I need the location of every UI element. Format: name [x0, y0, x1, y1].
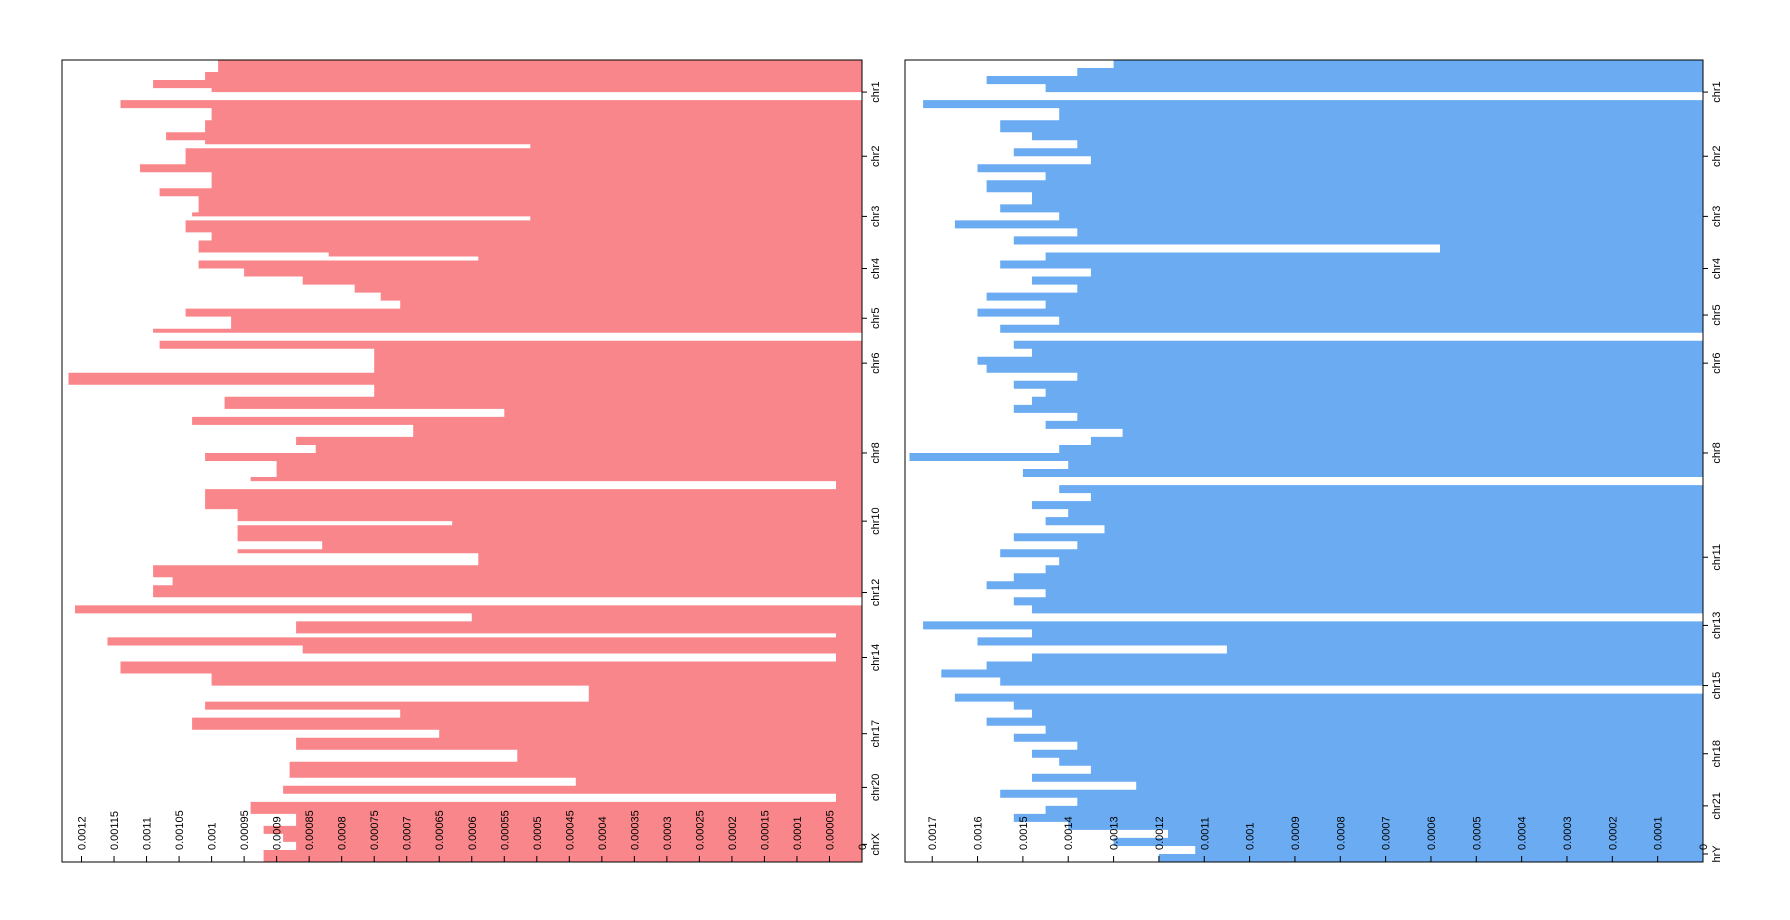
value-tick-label: 0.0008: [337, 816, 349, 850]
value-tick-label: 0.0002: [727, 816, 739, 850]
plot-frame: [61, 59, 863, 863]
value-tick-label: 0.00075: [369, 810, 381, 850]
chrom-label: chr6: [870, 352, 882, 373]
value-tick-label: 0.0003: [662, 816, 674, 850]
value-tick-label: 0.0009: [1290, 816, 1302, 850]
value-tick-label: 0.00095: [239, 810, 251, 850]
chrom-label: chr2: [870, 146, 882, 167]
chrom-label: chr15: [1711, 672, 1723, 700]
value-tick-label: 0.0002: [1607, 816, 1619, 850]
chrom-label: chr4: [870, 258, 882, 279]
value-tick-label: 0.00025: [694, 810, 706, 850]
coverage-area: [68, 60, 862, 862]
value-tick-label: 0.0006: [467, 816, 479, 850]
chrom-label: chr14: [870, 644, 882, 672]
value-tick-label: 0.0012: [77, 816, 89, 850]
value-tick-label: 0.001: [1245, 822, 1257, 850]
chrom-label: chr6: [1711, 352, 1723, 373]
value-tick-label: 0.00105: [174, 810, 186, 850]
value-tick-label: 0.0005: [532, 816, 544, 850]
chrom-label: chr8: [1711, 442, 1723, 463]
value-tick-label: 0.0017: [927, 816, 939, 850]
chrom-label: chr13: [1711, 612, 1723, 640]
value-tick-label: 0.0014: [1063, 816, 1075, 850]
chrom-label: chr10: [870, 507, 882, 535]
value-tick-label: 0.00045: [564, 810, 576, 850]
value-tick-label: 0.00085: [304, 810, 316, 850]
value-tick-label: 0.0015: [1018, 816, 1030, 850]
chrom-label: chr5: [1711, 304, 1723, 325]
value-tick-label: 0.0008: [1335, 816, 1347, 850]
chrom-label: chr12: [870, 579, 882, 607]
chrom-label: chr2: [1711, 146, 1723, 167]
value-tick-label: 0.0001: [792, 816, 804, 850]
value-tick-label: 0.00065: [434, 810, 446, 850]
plot-frame: [904, 59, 1704, 863]
chrom-label: chr3: [1711, 206, 1723, 227]
chrom-label: chr11: [1711, 544, 1723, 571]
value-tick-label: 0.00115: [109, 811, 121, 850]
chart-panel-blue: 0.0017 0.0016 0.0015 0.0014 0.0013 0.0012 0.00…: [904, 59, 1723, 863]
chrom-label: chr3: [870, 206, 882, 227]
chrom-label: chr17: [870, 720, 882, 748]
value-tick-label: 0.0006: [1426, 816, 1438, 850]
value-tick-label: 0.00055: [499, 810, 511, 850]
value-tick-label: 0: [857, 844, 869, 850]
value-tick-label: 0.0011: [142, 817, 154, 850]
chrom-label: chr5: [870, 308, 882, 329]
value-tick-label: 0.0012: [1154, 816, 1166, 850]
chrom-label: chr1: [1711, 81, 1723, 102]
value-tick-label: 0.0004: [1517, 816, 1529, 850]
value-tick-label: 0.0005: [1471, 816, 1483, 850]
chrom-label: chr1: [870, 81, 882, 102]
coverage-area: [909, 60, 1703, 862]
chrom-label: chr4: [1711, 258, 1723, 279]
chrom-label: chr18: [1711, 740, 1723, 768]
value-tick-label: 0.001: [207, 822, 219, 850]
value-tick-label: 0.0009: [272, 816, 284, 850]
value-tick-label: 0.0004: [597, 816, 609, 850]
value-tick-label: 0.00035: [629, 810, 641, 850]
chrom-label: chr8: [870, 442, 882, 463]
value-tick-label: 0.00015: [759, 810, 771, 850]
chrom-label: hrY: [1711, 845, 1723, 863]
value-tick-label: 0.0016: [973, 816, 985, 850]
chrom-label: chr20: [870, 774, 882, 802]
value-tick-label: 0.0013: [1109, 816, 1121, 850]
chrom-label: chr21: [1711, 792, 1723, 820]
value-tick-label: 0.0003: [1562, 816, 1574, 850]
chrom-label: chrX: [870, 832, 882, 855]
value-tick-label: 0.0011: [1199, 817, 1211, 850]
chart-panel-red: 0.0012 0.00115 0.0011 0.00105 0.001 0.00095 0.…: [61, 59, 882, 863]
value-tick-label: 0.0007: [1381, 816, 1393, 850]
value-tick-label: 0.0007: [402, 816, 414, 850]
value-tick-label: 0: [1698, 844, 1710, 850]
value-tick-label: 0.0001: [1653, 816, 1665, 850]
value-tick-label: 0.00005: [824, 810, 836, 850]
